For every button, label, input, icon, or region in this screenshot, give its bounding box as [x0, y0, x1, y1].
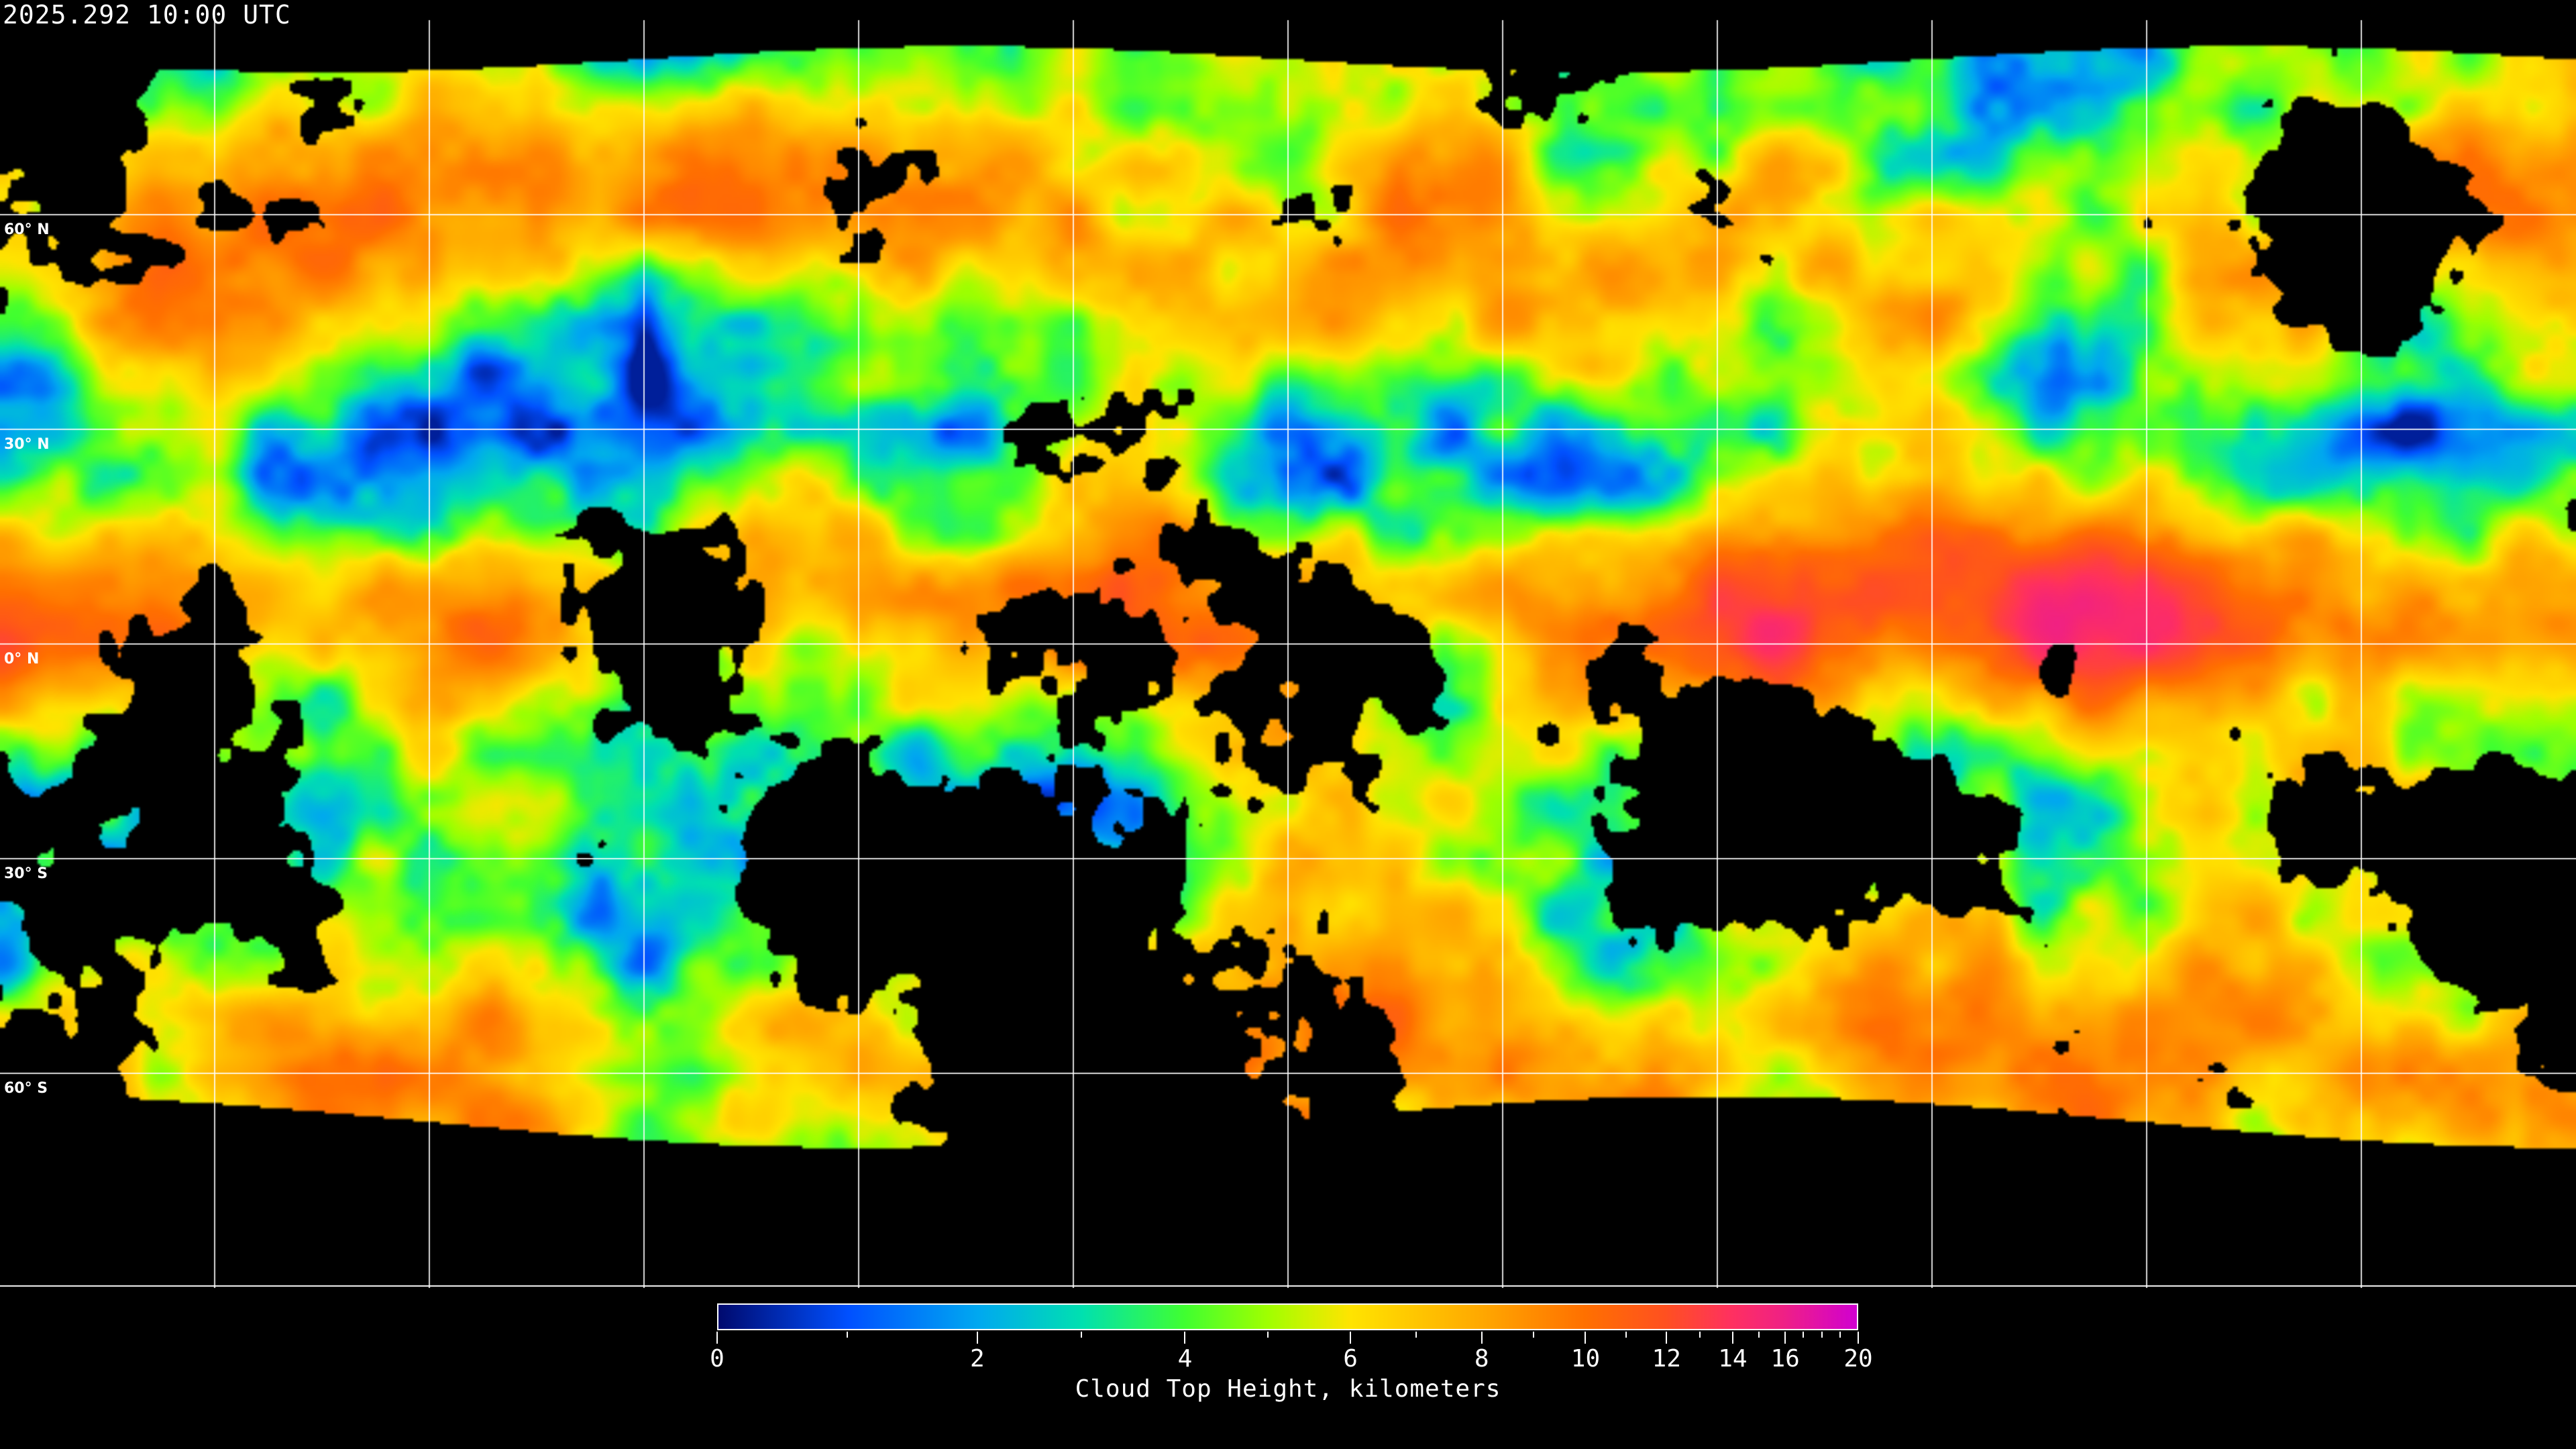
colorbar-minor-tick — [1267, 1332, 1269, 1338]
colorbar-minor-tick — [846, 1332, 848, 1338]
lat-label-0n: 0° N — [4, 651, 40, 667]
colorbar-minor-tick — [1699, 1332, 1701, 1338]
colorbar-minor-tick — [1758, 1332, 1760, 1338]
colorbar-tick-label: 4 — [1177, 1345, 1193, 1373]
colorbar-major-tick — [976, 1332, 978, 1344]
colorbar-major-tick — [1481, 1332, 1483, 1344]
cloud-top-height-map — [0, 0, 2576, 1288]
colorbar-ticks: 0 2 4 6 8 10 12 14 16 20 — [710, 1332, 1873, 1385]
colorbar-tick-label: 2 — [969, 1345, 985, 1373]
colorbar-minor-tick — [1839, 1332, 1841, 1338]
colorbar-tick-label: 16 — [1770, 1345, 1800, 1373]
colorbar-tick-label: 12 — [1652, 1345, 1681, 1373]
colorbar-minor-tick — [1533, 1332, 1535, 1338]
colorbar-tick-label: 6 — [1343, 1345, 1358, 1373]
colorbar-minor-tick — [1625, 1332, 1627, 1338]
lat-label-30s: 30° S — [4, 865, 48, 882]
colorbar — [717, 1303, 1858, 1330]
colorbar-major-tick — [1784, 1332, 1786, 1344]
colorbar-major-tick — [716, 1332, 718, 1344]
colorbar-minor-tick — [1821, 1332, 1823, 1338]
colorbar-tick-label: 0 — [710, 1345, 724, 1373]
lat-label-60s: 60° S — [4, 1080, 48, 1097]
colorbar-major-tick — [1184, 1332, 1186, 1344]
colorbar-minor-tick — [1080, 1332, 1082, 1338]
colorbar-major-tick — [1858, 1332, 1859, 1344]
colorbar-tick-label: 20 — [1843, 1345, 1873, 1373]
colorbar-tick-label: 10 — [1570, 1345, 1601, 1373]
colorbar-major-tick — [1666, 1332, 1668, 1344]
timestamp-title: 2025.292 10:00 UTC — [3, 0, 291, 30]
colorbar-major-tick — [1585, 1332, 1587, 1344]
colorbar-minor-tick — [1803, 1332, 1805, 1338]
colorbar-tick-label: 8 — [1474, 1345, 1489, 1373]
lat-label-30n: 30° N — [4, 436, 50, 453]
colorbar-label: Cloud Top Height, kilometers — [1075, 1375, 1501, 1403]
lat-label-60n: 60° N — [4, 221, 50, 238]
colorbar-tick-label: 14 — [1718, 1345, 1748, 1373]
colorbar-major-tick — [1731, 1332, 1733, 1344]
colorbar-major-tick — [1350, 1332, 1352, 1344]
colorbar-minor-tick — [1415, 1332, 1417, 1338]
